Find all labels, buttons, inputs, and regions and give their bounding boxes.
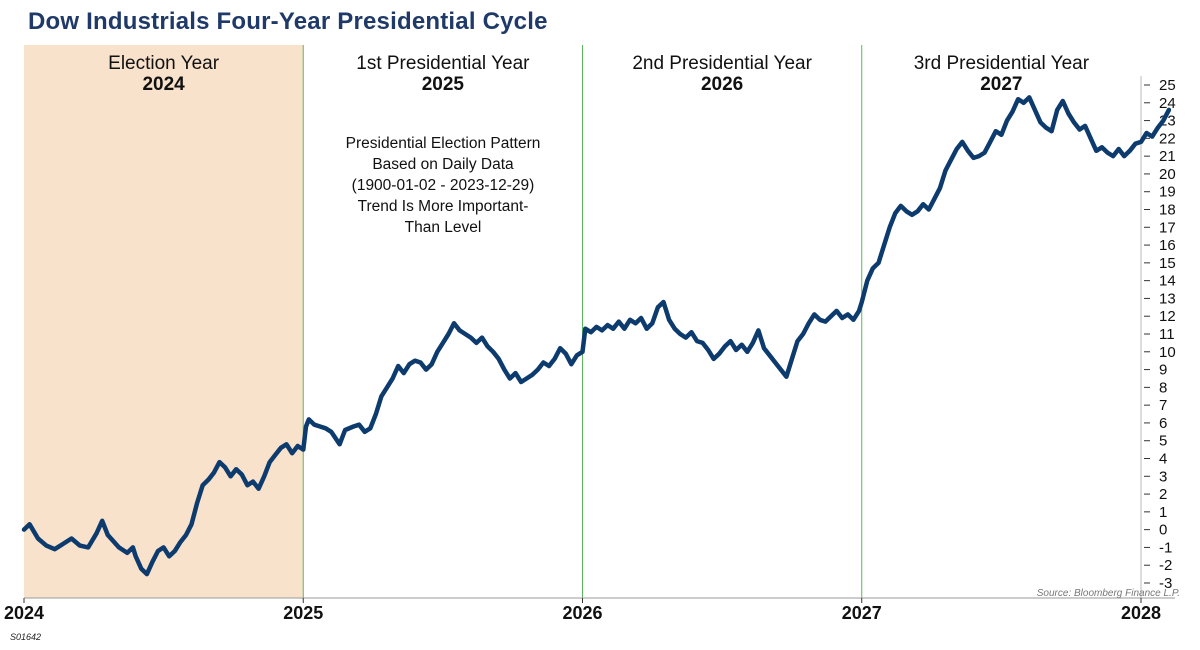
y-tick-label: 7 (1159, 397, 1167, 414)
x-tick-label: 2025 (283, 603, 323, 623)
period-year: 2025 (422, 74, 465, 95)
period-dividers (302, 45, 863, 598)
period-year: 2026 (701, 74, 743, 95)
x-axis: 2024 2025 2026 2027 2028 (4, 597, 1175, 623)
y-tick-label: 6 (1159, 415, 1167, 432)
y-tick-label: 20 (1159, 166, 1176, 183)
y-tick-label: 3 (1159, 468, 1167, 485)
chart-title: Dow Industrials Four-Year Presidential C… (28, 8, 548, 35)
x-tick-label: 2024 (4, 603, 44, 623)
period-name: 2nd Presidential Year (632, 53, 812, 74)
y-axis: -3-2-10123456789101112131415161718192021… (1140, 76, 1176, 598)
series-line (21, 95, 1172, 577)
annotation-line: Than Level (405, 219, 482, 236)
y-tick-label: 19 (1159, 184, 1176, 201)
period-name: 1st Presidential Year (356, 53, 530, 74)
y-tick-label: 12 (1159, 308, 1176, 325)
y-tick-label: 17 (1159, 219, 1176, 236)
y-tick-label: 5 (1159, 433, 1167, 450)
annotation-text: Presidential Election Pattern Based on Da… (346, 135, 541, 236)
y-tick-label: 25 (1159, 77, 1176, 94)
y-tick-label: 24 (1159, 95, 1176, 112)
x-tick-label: 2026 (562, 603, 602, 623)
y-tick-label: -2 (1159, 557, 1172, 574)
period-year: 2024 (142, 74, 185, 95)
y-tick-label: 4 (1159, 451, 1167, 468)
x-tick-label: 2028 (1121, 603, 1161, 623)
annotation-line: Presidential Election Pattern (346, 135, 541, 152)
period-name: 3rd Presidential Year (914, 53, 1090, 74)
y-tick-label: -1 (1159, 539, 1172, 556)
source-note: Source: Bloomberg Finance L.P. (1036, 588, 1180, 599)
y-tick-label: 22 (1159, 130, 1176, 147)
y-tick-label: 1 (1159, 504, 1167, 521)
y-tick-label: 18 (1159, 202, 1176, 219)
period-name: Election Year (108, 53, 220, 74)
period-year: 2027 (980, 74, 1022, 95)
y-tick-label: 16 (1159, 237, 1176, 254)
y-tick-label: 0 (1159, 522, 1167, 539)
annotation-line: Based on Daily Data (372, 156, 514, 173)
y-tick-label: 15 (1159, 255, 1176, 272)
y-tick-label: 10 (1159, 344, 1176, 361)
y-tick-label: 8 (1159, 379, 1167, 396)
election-year-shading (24, 45, 304, 598)
annotation-line: (1900-01-02 - 2023-12-29) (352, 177, 535, 194)
y-tick-label: -3 (1159, 575, 1172, 592)
x-tick-label: 2027 (842, 603, 882, 623)
y-tick-label: 9 (1159, 362, 1167, 379)
chart-id: S01642 (10, 632, 42, 642)
y-tick-label: 14 (1159, 273, 1176, 290)
y-tick-label: 11 (1159, 326, 1175, 343)
y-tick-label: 21 (1159, 148, 1176, 165)
annotation-line: Trend Is More Important- (358, 198, 529, 215)
y-tick-label: 13 (1159, 290, 1176, 307)
y-tick-label: 2 (1159, 486, 1167, 503)
